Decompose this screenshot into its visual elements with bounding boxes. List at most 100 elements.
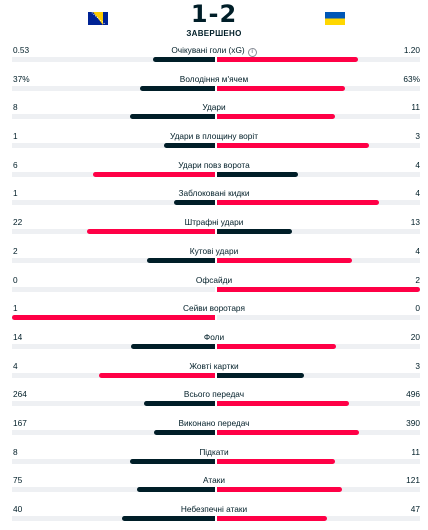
away-bar-track xyxy=(217,343,420,349)
away-bar-track xyxy=(217,487,420,493)
away-value: 496 xyxy=(406,389,420,400)
stat-label: Удари в площину воріт xyxy=(100,131,328,141)
stat-row: 1 Сейви воротаря 0 xyxy=(0,300,428,329)
info-icon[interactable]: i xyxy=(247,48,257,57)
away-bar-track xyxy=(217,143,420,149)
away-bar-track xyxy=(217,229,420,235)
stat-label-text: Підкати xyxy=(199,446,229,457)
away-value: 1.20 xyxy=(403,45,420,55)
stat-label-text: Штрафні удари xyxy=(184,217,244,228)
home-value: 14 xyxy=(13,331,23,342)
away-value: 0 xyxy=(415,303,420,314)
stat-label: Удари xyxy=(100,102,328,112)
home-bar-track xyxy=(12,200,215,206)
stat-label: Небезпечні атаки xyxy=(100,504,328,514)
home-bar-track xyxy=(12,85,215,91)
home-value: 1 xyxy=(13,131,18,142)
stat-row: 8 Підкати 11 xyxy=(0,444,428,473)
away-bar-track xyxy=(217,257,420,263)
home-bar-track xyxy=(12,229,215,235)
away-bar-track xyxy=(217,85,420,91)
match-header: 1-2 ЗАВЕРШЕНО xyxy=(0,0,428,42)
stat-label: Кутові удари xyxy=(100,246,328,256)
stat-label-text: Удари xyxy=(202,102,226,113)
stat-label: Сейви воротаря xyxy=(100,303,328,313)
home-score: 1 xyxy=(190,0,209,28)
stat-label-text: Сейви воротаря xyxy=(183,303,245,314)
home-bar xyxy=(139,85,215,91)
home-value: 1 xyxy=(13,303,18,314)
home-bar xyxy=(152,57,215,62)
home-bar xyxy=(129,458,215,464)
away-value: 3 xyxy=(415,131,420,142)
away-value: 13 xyxy=(410,217,420,228)
away-bar xyxy=(217,257,353,263)
stat-label-text: Удари в площину воріт xyxy=(169,131,259,142)
stat-row: 37% Володіння м'ячем 63% xyxy=(0,71,428,100)
stat-row: 14 Фоли 20 xyxy=(0,329,428,358)
stat-row: 2 Кутові удари 4 xyxy=(0,243,428,272)
away-bar-track xyxy=(217,114,420,120)
stat-row: 1 Удари в площину воріт 3 xyxy=(0,128,428,157)
stat-label: Підкати xyxy=(100,447,328,457)
home-bar-track xyxy=(12,343,215,349)
home-bar-track xyxy=(12,143,215,149)
home-bar xyxy=(129,114,215,120)
stat-label-text: Фоли xyxy=(203,331,225,342)
home-value: 8 xyxy=(13,102,18,113)
home-bar xyxy=(93,171,215,177)
away-bar xyxy=(217,57,358,62)
home-bar xyxy=(154,429,215,435)
away-bar xyxy=(217,200,380,206)
away-bar xyxy=(217,85,345,91)
away-bar-track xyxy=(217,286,420,292)
away-bar xyxy=(217,401,350,407)
home-bar xyxy=(137,487,215,493)
home-value: 167 xyxy=(13,417,27,428)
away-value: 20 xyxy=(410,331,420,342)
away-bar-track xyxy=(217,401,420,407)
away-value: 47 xyxy=(410,504,420,514)
stat-row: 4 Жовті картки 3 xyxy=(0,358,428,387)
away-bar xyxy=(217,114,335,120)
stat-label-text: Володіння м'ячем xyxy=(179,73,249,84)
stat-label: Всього передач xyxy=(100,389,328,399)
home-value: 0 xyxy=(13,274,18,285)
stat-label: Фоли xyxy=(100,332,328,342)
stat-label-text: Виконано передач xyxy=(178,417,250,428)
score-separator: - xyxy=(208,0,220,28)
home-value: 1 xyxy=(13,188,18,199)
away-bar xyxy=(217,343,337,349)
home-bar-track xyxy=(12,171,215,177)
home-bar-track xyxy=(12,257,215,263)
match-status: ЗАВЕРШЕНО xyxy=(186,29,242,38)
away-bar xyxy=(217,229,293,235)
home-bar-track xyxy=(12,458,215,464)
away-bar xyxy=(217,171,299,177)
home-bar xyxy=(147,257,215,263)
away-value: 63% xyxy=(403,73,420,84)
stat-label: Штрафні удари xyxy=(100,217,328,227)
away-bar-track xyxy=(217,57,420,62)
home-value: 40 xyxy=(13,504,23,514)
home-value: 4 xyxy=(13,360,18,371)
stat-label-text: Удари повз ворота xyxy=(178,159,250,170)
home-bar-track xyxy=(12,516,215,521)
stat-label: Виконано передач xyxy=(100,418,328,428)
stat-row: 167 Виконано передач 390 xyxy=(0,415,428,444)
stat-row: 264 Всього передач 496 xyxy=(0,386,428,415)
away-bar-track xyxy=(217,429,420,435)
stat-label-text: Очікувані голи (xG) xyxy=(171,45,245,55)
away-bar xyxy=(217,286,420,292)
stat-label: Очікувані голи (xG) i xyxy=(100,45,328,57)
home-value: 264 xyxy=(13,389,27,400)
stat-row: 0.53 Очікувані голи (xG) i 1.20 xyxy=(0,42,428,71)
away-value: 11 xyxy=(411,446,420,457)
stat-label: Атаки xyxy=(100,475,328,485)
stat-row: 1 Заблоковані кидки 4 xyxy=(0,185,428,214)
away-bar-track xyxy=(217,458,420,464)
home-bar xyxy=(121,516,215,521)
home-bar-track xyxy=(12,372,215,378)
home-bar xyxy=(164,143,215,149)
home-bar-track xyxy=(12,286,215,292)
